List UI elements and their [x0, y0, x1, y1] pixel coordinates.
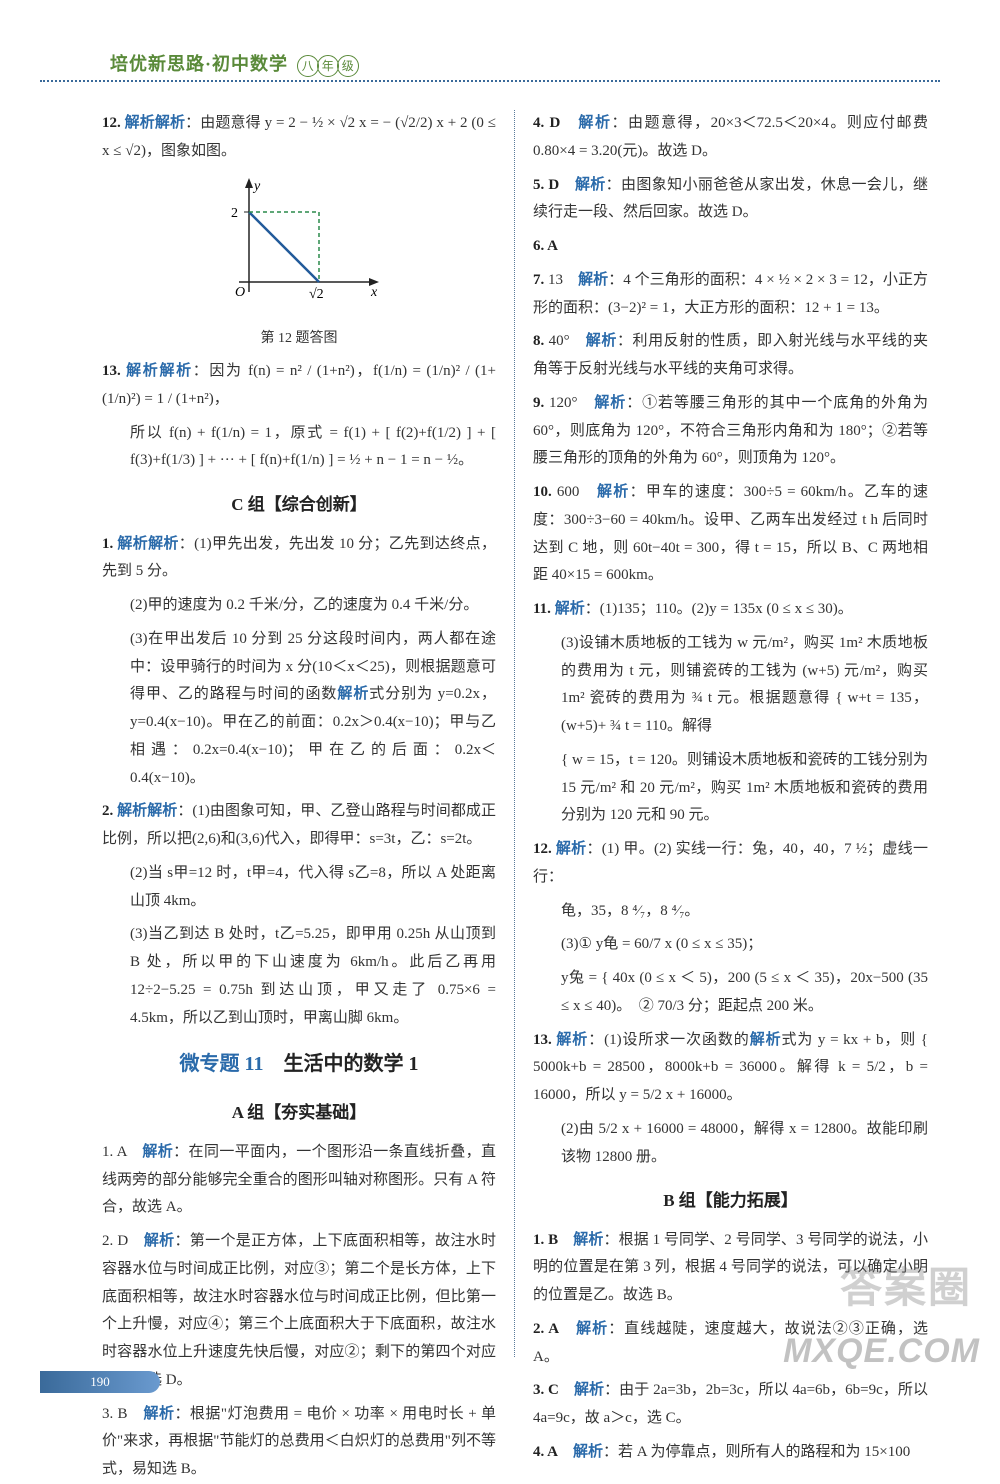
c2-text: 解析：(1)由图象可知，甲、乙登山路程与时间都成正比例，所以把(2,6)和(3,… — [102, 803, 496, 847]
a3-text: 3. B 解析：根据"灯泡费用 = 电价 × 功率 × 用电时长 + 单价"来求… — [102, 1406, 496, 1478]
section-c-title: C 组【综合创新】 — [102, 489, 496, 520]
c2: 2. 解析解析：(1)由图象可知，甲、乙登山路程与时间都成正比例，所以把(2,6… — [102, 798, 496, 854]
content-area: 12. 解析解析：由题意得 y = 2 − ½ × √2 x = − (√2/2… — [90, 110, 940, 1357]
svg-text:2: 2 — [231, 206, 238, 221]
r8: 8. 40° 解析：利用反射的性质，即入射光线与水平线的夹角等于反射光线与水平线… — [533, 328, 928, 384]
r9: 9. 120° 解析：①若等腰三角形的其中一个底角的外角为 60°，则底角为 1… — [533, 390, 928, 473]
section-a-title: A 组【夯实基础】 — [102, 1097, 496, 1128]
q12-text: 解析：由题意得 y = 2 − ½ × √2 x = − (√2/2) x + … — [102, 115, 496, 159]
b3: 3. C 解析：由于 2a=3b，2b=3c，所以 4a=6b，6b=9c，所以… — [533, 1377, 928, 1433]
q13: 13. 解析解析：因为 f(n) = n² / (1+n²)，f(1/n) = … — [102, 358, 496, 414]
topic-title: 微专题 11 生活中的数学 1 — [102, 1046, 496, 1083]
grade-char-1: 八 — [297, 55, 319, 77]
header-divider — [40, 80, 940, 82]
r12b: 龟，35，8 ⁴⁄₇，8 ⁴⁄₇。 — [533, 898, 928, 926]
svg-text:√2: √2 — [309, 287, 324, 302]
plot-svg: y x O 2 √2 — [209, 172, 389, 312]
r4: 4. D 解析：由题意得，20×3＜72.5＜20×4。则应付邮费 0.80×4… — [533, 110, 928, 166]
r10: 10. 600 解析：甲车的速度：300÷5 = 60km/h。乙车的速度：30… — [533, 479, 928, 590]
grade-char-2: 年 — [317, 55, 339, 77]
c1: 1. 解析解析：(1)甲先出发，先出发 10 分；乙先到达终点，先到 5 分。 — [102, 531, 496, 587]
svg-text:O: O — [235, 285, 245, 300]
r7: 7. 13 解析：4 个三角形的面积：4 × ½ × 2 × 3 = 12，小正… — [533, 267, 928, 323]
right-column: 4. D 解析：由题意得，20×3＜72.5＜20×4。则应付邮费 0.80×4… — [515, 110, 940, 1357]
topic-micro: 微专题 11 — [180, 1053, 264, 1075]
left-column: 12. 解析解析：由题意得 y = 2 − ½ × √2 x = − (√2/2… — [90, 110, 515, 1357]
r12d: y兔 = { 40x (0 ≤ x ＜ 5)，200 (5 ≤ x ＜ 35)，… — [533, 965, 928, 1021]
page-number: 190 — [40, 1371, 160, 1393]
r11: 11. 解析：(1)135；110。(2)y = 135x (0 ≤ x ≤ 3… — [533, 596, 928, 624]
b4: 4. A 解析：若 A 为停靠点，则所有人的路程和为 15×100 — [533, 1439, 928, 1467]
r11c: { w = 15，t = 120。则铺设木质地板和瓷砖的工钱分别为 15 元/m… — [533, 747, 928, 830]
q13-text: 解析：因为 f(n) = n² / (1+n²)，f(1/n) = (1/n)²… — [102, 363, 496, 407]
analysis-label: 解析 — [125, 115, 155, 131]
analysis-label: 解析 — [126, 363, 159, 379]
grade-badge: 八年级 — [298, 53, 358, 81]
a1: 1. A 解析：在同一平面内，一个图形沿一条直线折叠，直线两旁的部分能够完全重合… — [102, 1139, 496, 1222]
c1-text: 解析：(1)甲先出发，先出发 10 分；乙先到达终点，先到 5 分。 — [102, 536, 496, 580]
a2-text: 2. D 解析：第一个是正方体，上下底面积相等，故注水时容器水位与时间成正比例，… — [102, 1233, 496, 1388]
r12: 12. 解析：(1) 甲。(2) 实线一行：兔，40，40，7 ½；虚线一行： — [533, 836, 928, 892]
a1-text: 1. A 解析：在同一平面内，一个图形沿一条直线折叠，直线两旁的部分能够完全重合… — [102, 1144, 496, 1216]
q12: 12. 解析解析：由题意得 y = 2 − ½ × √2 x = − (√2/2… — [102, 110, 496, 166]
topic-rest: 生活中的数学 1 — [263, 1053, 418, 1075]
svg-text:y: y — [252, 179, 261, 194]
c1b: (2)甲的速度为 0.2 千米/分，乙的速度为 0.4 千米/分。 — [102, 592, 496, 620]
analysis-label: 解析 — [117, 536, 148, 552]
r13: 13. 解析：(1)设所求一次函数的解析式为 y = kx + b，则 { 50… — [533, 1027, 928, 1110]
a3: 3. B 解析：根据"灯泡费用 = 电价 × 功率 × 用电时长 + 单价"来求… — [102, 1401, 496, 1484]
c2b: (2)当 s甲=12 时，t甲=4，代入得 s乙=8，所以 A 处距离山顶 4k… — [102, 860, 496, 916]
section-b-title: B 组【能力拓展】 — [533, 1185, 928, 1216]
watermark-url: MXQE.COM — [783, 1320, 980, 1383]
a2: 2. D 解析：第一个是正方体，上下底面积相等，故注水时容器水位与时间成正比例，… — [102, 1228, 496, 1395]
analysis-label: 解析 — [117, 803, 147, 819]
svg-text:x: x — [370, 285, 378, 300]
r11b: (3)设铺木质地板的工钱为 w 元/m²，购买 1m² 木质地板的费用为 t 元… — [533, 630, 928, 741]
r5: 5. D 解析：由图象知小丽爸爸从家出发，休息一会儿，继续行走一段、然后回家。故… — [533, 172, 928, 228]
page-header: 培优新思路·初中数学 八年级 — [110, 48, 940, 88]
r6: 6. A — [533, 233, 928, 261]
c2c: (3)当乙到达 B 处时，t乙=5.25，即甲用 0.25h 从山顶到 B 处，… — [102, 921, 496, 1032]
c1c: (3)在甲出发后 10 分到 25 分这段时间内，两人都在途中：设甲骑行的时间为… — [102, 626, 496, 793]
book-title: 培优新思路·初中数学 — [110, 54, 288, 74]
q13-cont: 所以 f(n) + f(1/n) = 1，原式 = f(1) + [ f(2)+… — [102, 420, 496, 476]
r12c: (3)① y龟 = 60/7 x (0 ≤ x ≤ 35)； — [533, 931, 928, 959]
figure-12-caption: 第 12 题答图 — [102, 326, 496, 352]
r13b: (2)由 5/2 x + 16000 = 48000，解得 x = 12800。… — [533, 1116, 928, 1172]
figure-12: y x O 2 √2 — [102, 172, 496, 323]
grade-char-3: 级 — [337, 55, 359, 77]
watermark-cn: 答案圈 — [840, 1249, 972, 1327]
